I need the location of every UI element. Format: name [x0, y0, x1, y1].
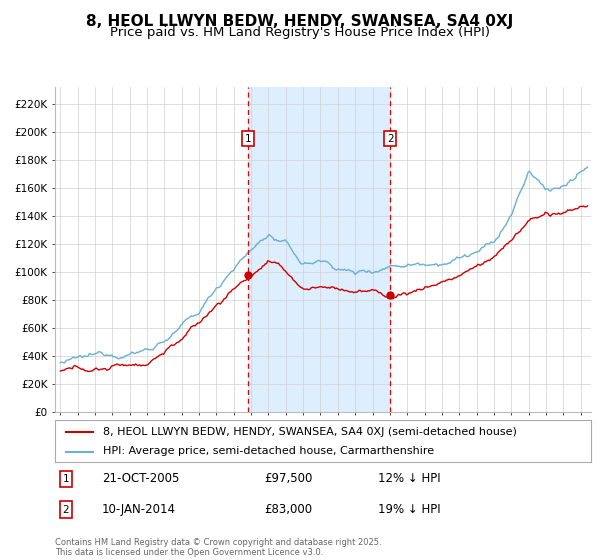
- Text: 8, HEOL LLWYN BEDW, HENDY, SWANSEA, SA4 0XJ (semi-detached house): 8, HEOL LLWYN BEDW, HENDY, SWANSEA, SA4 …: [103, 427, 517, 437]
- Bar: [248, 87, 391, 412]
- Text: 1: 1: [62, 474, 70, 484]
- Text: 12% ↓ HPI: 12% ↓ HPI: [378, 472, 440, 486]
- Text: HPI: Average price, semi-detached house, Carmarthenshire: HPI: Average price, semi-detached house,…: [103, 446, 434, 456]
- Text: 2: 2: [387, 134, 394, 143]
- Text: 2: 2: [62, 505, 70, 515]
- Text: 8, HEOL LLWYN BEDW, HENDY, SWANSEA, SA4 0XJ: 8, HEOL LLWYN BEDW, HENDY, SWANSEA, SA4 …: [86, 14, 514, 29]
- Text: Price paid vs. HM Land Registry's House Price Index (HPI): Price paid vs. HM Land Registry's House …: [110, 26, 490, 39]
- Text: Contains HM Land Registry data © Crown copyright and database right 2025.
This d: Contains HM Land Registry data © Crown c…: [55, 538, 382, 557]
- Text: 21-OCT-2005: 21-OCT-2005: [102, 472, 179, 486]
- Text: £83,000: £83,000: [264, 503, 312, 516]
- Text: 10-JAN-2014: 10-JAN-2014: [102, 503, 176, 516]
- Text: £97,500: £97,500: [264, 472, 313, 486]
- Text: 1: 1: [244, 134, 251, 143]
- Text: 19% ↓ HPI: 19% ↓ HPI: [378, 503, 440, 516]
